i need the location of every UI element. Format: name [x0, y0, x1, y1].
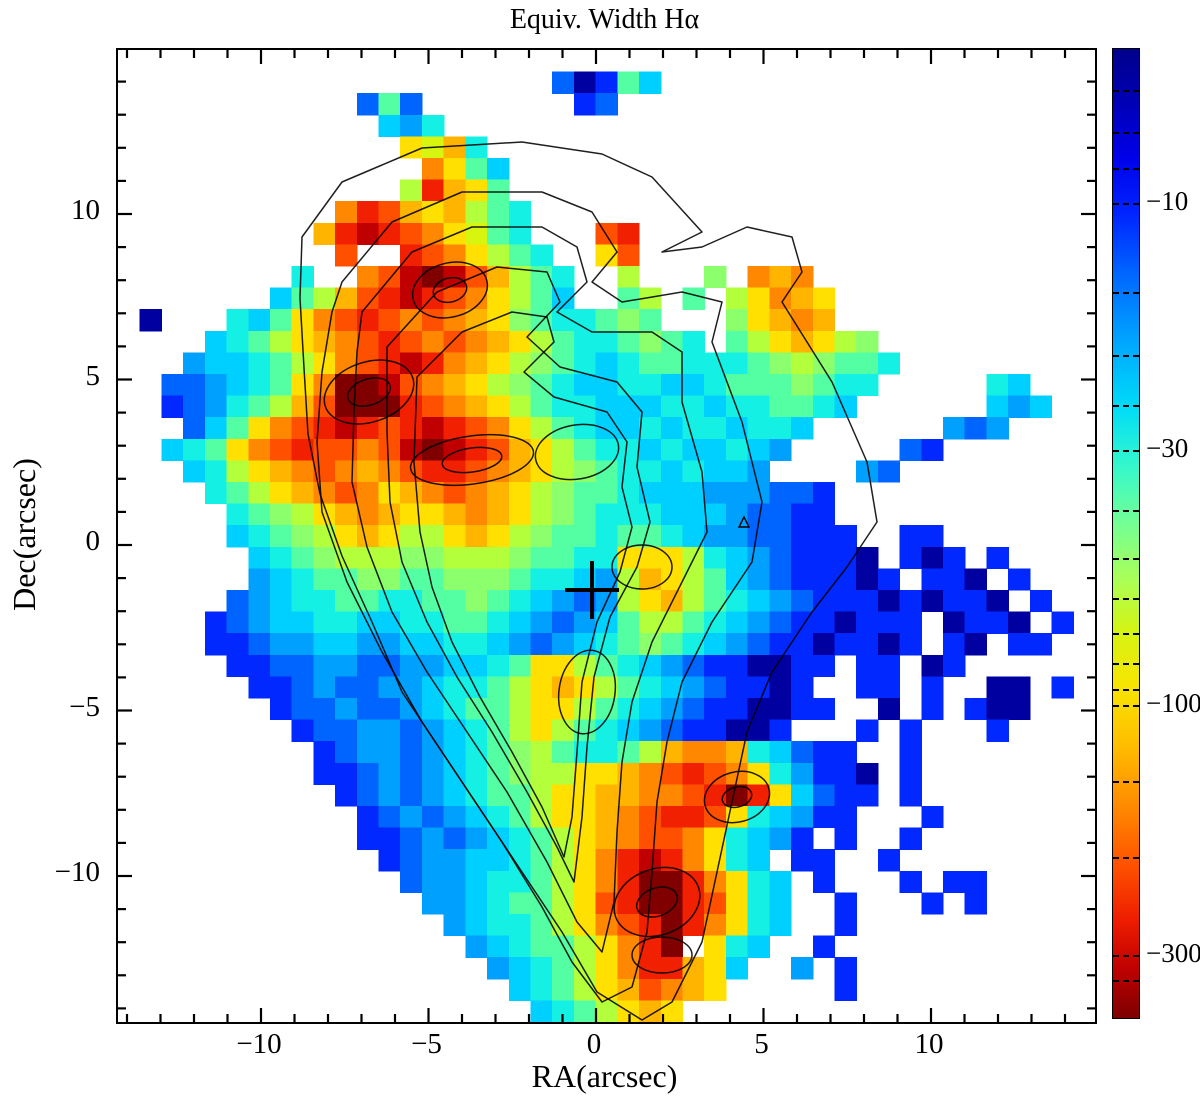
y-tick-label: −5	[69, 690, 100, 723]
x-tick-label: 5	[754, 1028, 769, 1060]
x-tick-label: 0	[586, 1028, 602, 1060]
colorbar-minor-tick	[1113, 663, 1139, 665]
chart-title: Equiv. Width Hα	[509, 4, 700, 35]
y-tick-label: 10	[71, 194, 100, 226]
x-tick-label: −5	[411, 1028, 442, 1060]
colorbar-minor-tick	[1113, 405, 1139, 407]
colorbar-minor-tick	[1113, 781, 1139, 783]
colorbar-minor-tick	[1113, 355, 1139, 357]
colorbar-major-tick	[1113, 705, 1139, 707]
colorbar-minor-tick	[1113, 633, 1139, 635]
colorbar-minor-tick	[1113, 980, 1139, 982]
y-tick-label: −10	[54, 856, 100, 888]
colorbar-tick-label: −30	[1146, 433, 1189, 463]
plot-canvas	[118, 50, 1095, 1022]
colorbar-minor-tick	[1113, 689, 1139, 691]
x-axis-label: RA(arcsec)	[531, 1058, 678, 1094]
colorbar-minor-tick	[1113, 90, 1139, 92]
colorbar-major-tick	[1113, 450, 1139, 452]
colorbar	[1112, 48, 1140, 1019]
x-tick-label: 10	[914, 1028, 944, 1060]
colorbar-gradient	[1113, 49, 1139, 1018]
colorbar-major-tick	[1113, 955, 1139, 957]
colorbar-minor-tick	[1113, 857, 1139, 859]
colorbar-minor-tick	[1113, 558, 1139, 560]
colorbar-tick-label: −100	[1146, 688, 1200, 718]
colorbar-minor-tick	[1113, 168, 1139, 170]
colorbar-tick-label: −300	[1146, 938, 1200, 968]
colorbar-major-tick	[1113, 203, 1139, 205]
colorbar-minor-tick	[1113, 292, 1139, 294]
colorbar-minor-tick	[1113, 132, 1139, 134]
x-tick-label: −10	[236, 1028, 282, 1060]
colorbar-minor-tick	[1113, 598, 1139, 600]
colorbar-minor-tick	[1113, 510, 1139, 512]
colorbar-tick-label: −10	[1146, 186, 1189, 216]
heatmap-plot	[116, 48, 1097, 1024]
y-tick-label: 5	[85, 359, 101, 392]
y-tick-label: 0	[85, 525, 101, 557]
